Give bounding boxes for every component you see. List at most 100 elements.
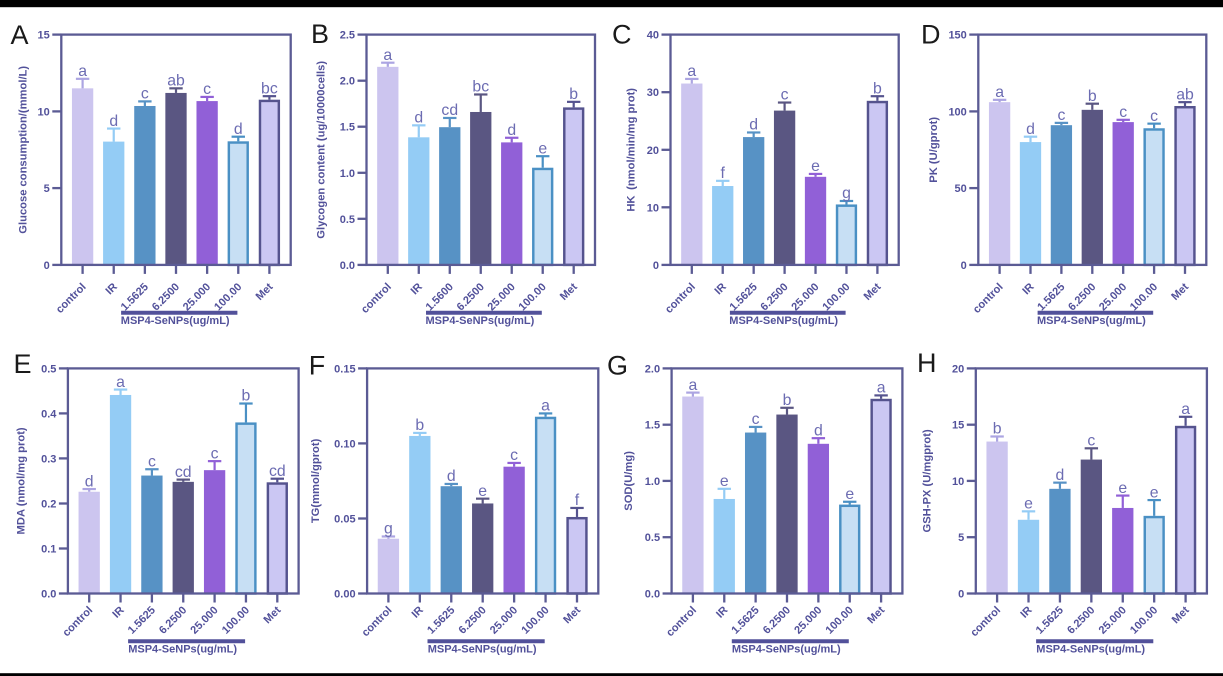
svg-text:MSP4-SeNPs(ug/mL): MSP4-SeNPs(ug/mL) bbox=[426, 315, 535, 327]
svg-text:G: G bbox=[607, 350, 628, 380]
svg-text:30: 30 bbox=[647, 87, 659, 99]
svg-text:0.5: 0.5 bbox=[645, 532, 660, 544]
svg-text:c: c bbox=[148, 453, 156, 470]
svg-text:10: 10 bbox=[952, 476, 964, 488]
svg-text:100: 100 bbox=[948, 106, 966, 118]
svg-text:e: e bbox=[538, 140, 547, 157]
svg-text:cd: cd bbox=[175, 464, 192, 481]
svg-text:GSH-PX (U/mgprot): GSH-PX (U/mgprot) bbox=[921, 429, 933, 532]
svg-text:c: c bbox=[752, 411, 760, 428]
svg-text:e: e bbox=[1150, 484, 1159, 501]
svg-text:c: c bbox=[1057, 107, 1065, 124]
svg-text:e: e bbox=[1024, 496, 1033, 513]
svg-text:f: f bbox=[721, 165, 726, 182]
svg-text:g: g bbox=[842, 185, 851, 202]
svg-text:50: 50 bbox=[955, 183, 967, 195]
svg-text:0.0: 0.0 bbox=[645, 589, 660, 601]
svg-text:150: 150 bbox=[948, 30, 966, 42]
svg-text:A: A bbox=[11, 20, 29, 50]
svg-text:d: d bbox=[234, 121, 243, 138]
svg-text:C: C bbox=[612, 20, 632, 50]
svg-text:0.3: 0.3 bbox=[41, 453, 56, 465]
svg-text:15: 15 bbox=[952, 420, 964, 432]
svg-text:bc: bc bbox=[261, 80, 278, 97]
svg-text:TG(mmol/gprot): TG(mmol/gprot) bbox=[310, 438, 322, 523]
svg-text:cd: cd bbox=[269, 463, 286, 480]
svg-text:b: b bbox=[242, 388, 251, 405]
svg-text:0.1: 0.1 bbox=[41, 544, 56, 556]
svg-text:b: b bbox=[415, 417, 424, 434]
svg-text:20: 20 bbox=[647, 145, 659, 157]
svg-text:e: e bbox=[845, 486, 854, 503]
svg-text:0.10: 0.10 bbox=[334, 438, 355, 450]
svg-text:2.5: 2.5 bbox=[340, 30, 355, 42]
svg-text:a: a bbox=[541, 398, 550, 415]
svg-text:a: a bbox=[1181, 401, 1190, 418]
svg-text:d: d bbox=[749, 117, 758, 134]
svg-text:a: a bbox=[116, 374, 125, 391]
svg-text:MSP4-SeNPs(ug/mL): MSP4-SeNPs(ug/mL) bbox=[732, 644, 841, 656]
svg-text:HK (nmol/min/mg prot): HK (nmol/min/mg prot) bbox=[626, 88, 638, 212]
svg-text:d: d bbox=[507, 122, 516, 139]
svg-text:0: 0 bbox=[653, 260, 659, 272]
svg-text:2.0: 2.0 bbox=[645, 363, 660, 375]
svg-text:SOD(U/mg): SOD(U/mg) bbox=[623, 451, 635, 511]
svg-text:H: H bbox=[917, 348, 937, 378]
svg-text:b: b bbox=[569, 86, 578, 103]
svg-text:a: a bbox=[383, 47, 392, 64]
svg-text:MDA (nmol/mg prot): MDA (nmol/mg prot) bbox=[16, 427, 28, 534]
svg-text:0.5: 0.5 bbox=[340, 214, 355, 226]
svg-text:b: b bbox=[783, 392, 792, 409]
svg-text:E: E bbox=[14, 349, 32, 379]
svg-text:D: D bbox=[921, 20, 941, 50]
svg-text:e: e bbox=[811, 158, 820, 175]
svg-text:1.0: 1.0 bbox=[645, 476, 660, 488]
svg-text:B: B bbox=[311, 19, 329, 49]
svg-text:40: 40 bbox=[647, 30, 659, 42]
svg-text:0.05: 0.05 bbox=[334, 514, 355, 526]
svg-text:a: a bbox=[995, 84, 1004, 101]
svg-text:d: d bbox=[85, 473, 94, 490]
svg-text:d: d bbox=[109, 113, 118, 130]
svg-text:10: 10 bbox=[647, 202, 659, 214]
svg-text:MSP4-SeNPs(ug/mL): MSP4-SeNPs(ug/mL) bbox=[1037, 315, 1146, 327]
svg-text:a: a bbox=[78, 63, 87, 80]
svg-text:bc: bc bbox=[472, 79, 489, 96]
svg-text:a: a bbox=[689, 377, 698, 394]
svg-text:b: b bbox=[1088, 88, 1097, 105]
svg-text:5: 5 bbox=[958, 532, 964, 544]
svg-text:0.4: 0.4 bbox=[41, 408, 57, 420]
svg-text:ab: ab bbox=[1176, 86, 1194, 103]
svg-text:g: g bbox=[384, 521, 393, 538]
svg-text:0.0: 0.0 bbox=[340, 260, 355, 272]
svg-text:PK (U/gprot): PK (U/gprot) bbox=[928, 117, 940, 183]
svg-text:c: c bbox=[203, 81, 211, 98]
svg-text:c: c bbox=[141, 86, 149, 103]
svg-text:Glucose consumption/(mmol/L): Glucose consumption/(mmol/L) bbox=[18, 66, 30, 234]
svg-text:0.00: 0.00 bbox=[334, 589, 355, 601]
svg-text:c: c bbox=[211, 445, 219, 462]
svg-text:d: d bbox=[1056, 467, 1065, 484]
svg-text:b: b bbox=[993, 421, 1002, 438]
svg-text:1.0: 1.0 bbox=[340, 168, 355, 180]
svg-text:MSP4-SeNPs(ug/mL): MSP4-SeNPs(ug/mL) bbox=[1036, 644, 1145, 656]
svg-text:c: c bbox=[510, 447, 518, 464]
svg-text:F: F bbox=[309, 351, 326, 381]
svg-text:f: f bbox=[575, 492, 580, 509]
svg-text:d: d bbox=[1026, 121, 1035, 138]
svg-text:c: c bbox=[1087, 433, 1095, 450]
svg-text:20: 20 bbox=[952, 363, 964, 375]
svg-text:MSP4-SeNPs(ug/mL): MSP4-SeNPs(ug/mL) bbox=[121, 315, 230, 327]
svg-text:MSP4-SeNPs(ug/mL): MSP4-SeNPs(ug/mL) bbox=[128, 644, 237, 656]
svg-text:c: c bbox=[781, 87, 789, 104]
svg-text:0.15: 0.15 bbox=[334, 363, 355, 375]
svg-text:MSP4-SeNPs(ug/mL): MSP4-SeNPs(ug/mL) bbox=[428, 644, 537, 656]
svg-text:d: d bbox=[814, 422, 823, 439]
svg-text:d: d bbox=[414, 110, 423, 127]
svg-text:MSP4-SeNPs(ug/mL): MSP4-SeNPs(ug/mL) bbox=[729, 315, 838, 327]
svg-text:10: 10 bbox=[38, 106, 50, 118]
svg-text:0: 0 bbox=[958, 589, 964, 601]
svg-text:b: b bbox=[873, 80, 882, 97]
svg-text:Glycogen content (ug/10000cell: Glycogen content (ug/10000cells) bbox=[316, 61, 328, 239]
svg-text:d: d bbox=[447, 468, 456, 485]
